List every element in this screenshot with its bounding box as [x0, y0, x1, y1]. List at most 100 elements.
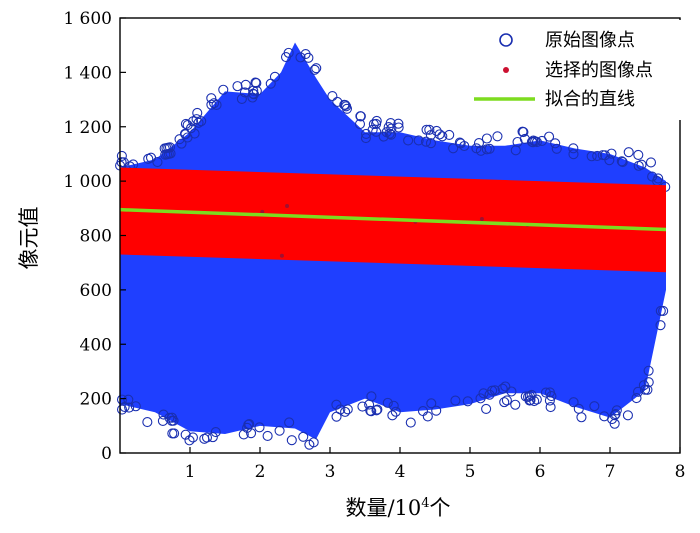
original-point [274, 425, 285, 436]
original-point [116, 394, 128, 405]
original-point [421, 124, 432, 135]
original-point [405, 417, 416, 428]
original-point [611, 405, 622, 416]
original-point [254, 422, 265, 433]
original-point [462, 396, 473, 407]
original-point [658, 305, 669, 317]
original-point [366, 406, 377, 417]
original-point [473, 138, 485, 149]
original-point [342, 404, 353, 415]
original-point [647, 171, 658, 182]
original-point [308, 437, 319, 448]
original-point [403, 135, 414, 146]
original-point [568, 397, 579, 408]
original-point [497, 383, 508, 394]
y-tick-label: 1 200 [63, 118, 112, 138]
original-point [371, 126, 382, 137]
original-point [211, 99, 222, 111]
original-point [475, 145, 486, 156]
x-tick-label: 3 [325, 462, 336, 482]
legend-marker-original [499, 33, 513, 47]
fit-line [119, 207, 667, 232]
original-point [368, 119, 379, 130]
y-axis-title: 像元值 [17, 207, 41, 270]
original-point [191, 114, 202, 125]
original-point [616, 156, 627, 167]
original-point [251, 78, 262, 89]
selected-point [285, 204, 290, 209]
original-point [240, 79, 251, 90]
original-point [643, 365, 654, 376]
original-point [286, 435, 297, 446]
original-point [617, 157, 628, 168]
original-point [372, 404, 383, 415]
original-point [622, 410, 633, 421]
original-point [393, 118, 404, 129]
original-point [544, 387, 555, 398]
original-point [606, 148, 617, 159]
y-tick-labels: 0 200 400 600 800 1 000 1 200 1 400 1 600 [63, 9, 112, 464]
original-point [475, 393, 486, 404]
y-tick-label: 1 000 [63, 172, 112, 192]
original-point [168, 415, 179, 426]
original-point [158, 409, 169, 420]
original-point [298, 431, 309, 442]
y-tick-label: 800 [80, 227, 112, 247]
original-point [357, 401, 368, 412]
x-tick-label: 7 [605, 462, 616, 482]
original-point [187, 432, 198, 443]
original-point [455, 138, 466, 149]
original-point [385, 129, 397, 140]
original-point [599, 150, 611, 161]
original-point [544, 395, 555, 406]
original-point [633, 149, 644, 160]
legend-label-selected: 选择的图像点 [545, 60, 653, 81]
original-point [354, 118, 366, 130]
legend-background [480, 20, 695, 120]
original-point [311, 63, 322, 74]
original-point [116, 157, 127, 168]
original-point [130, 401, 141, 412]
original-point [550, 138, 561, 149]
original-point [262, 430, 273, 441]
original-point [209, 98, 220, 109]
original-point [246, 428, 257, 439]
y-tick-label: 1 600 [63, 9, 112, 29]
original-point [387, 410, 398, 421]
legend-marker-selected [503, 67, 509, 73]
original-point [300, 49, 311, 60]
original-point [631, 393, 642, 404]
original-point [180, 429, 191, 440]
original-point [506, 386, 517, 397]
original-point [174, 134, 185, 145]
original-point [388, 400, 399, 411]
original-point [218, 84, 229, 95]
original-point [576, 412, 587, 423]
original-point [531, 394, 542, 405]
original-point [382, 397, 393, 408]
original-point [284, 417, 295, 428]
original-point [238, 429, 249, 440]
original-point [269, 71, 281, 82]
original-point [201, 432, 213, 443]
original-point [371, 405, 382, 416]
original-point [332, 96, 343, 107]
original-point [327, 91, 338, 102]
original-point [295, 52, 306, 63]
original-point [607, 414, 618, 425]
x-tick-label: 1 [185, 462, 196, 482]
x-axis-title: 数量/104个 [345, 496, 450, 520]
original-point [413, 135, 424, 146]
original-point [142, 417, 153, 428]
original-point [592, 150, 603, 162]
original-point [525, 395, 536, 406]
original-point [431, 125, 442, 137]
original-point [510, 399, 521, 410]
original-point [341, 101, 352, 112]
original-point [426, 398, 437, 409]
original-point [568, 143, 579, 154]
original-point [484, 389, 495, 400]
original-point [206, 93, 217, 104]
original-point [425, 138, 437, 149]
original-point [192, 107, 203, 119]
